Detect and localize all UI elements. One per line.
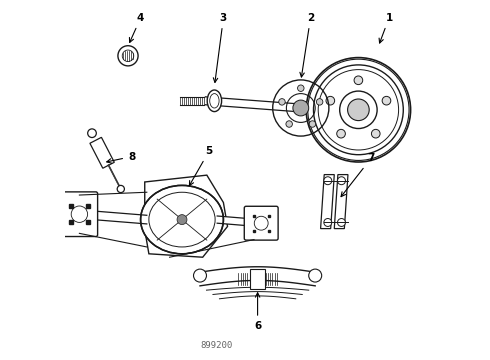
Text: 8: 8 (107, 152, 135, 163)
Circle shape (118, 46, 138, 66)
Circle shape (371, 129, 380, 138)
Circle shape (317, 99, 323, 105)
Circle shape (286, 121, 293, 127)
Circle shape (354, 76, 363, 85)
Ellipse shape (207, 90, 221, 112)
Circle shape (338, 219, 345, 226)
Ellipse shape (141, 185, 223, 254)
FancyBboxPatch shape (61, 192, 98, 237)
Circle shape (88, 129, 97, 138)
Text: 3: 3 (213, 13, 227, 82)
Circle shape (293, 100, 309, 116)
Circle shape (338, 177, 345, 185)
Polygon shape (79, 210, 147, 224)
FancyBboxPatch shape (245, 206, 278, 240)
Circle shape (326, 96, 335, 105)
Text: 899200: 899200 (200, 341, 232, 350)
Circle shape (117, 185, 124, 193)
Text: 7: 7 (341, 153, 375, 197)
Circle shape (324, 177, 332, 185)
Polygon shape (320, 175, 334, 229)
Polygon shape (217, 216, 261, 227)
Circle shape (194, 269, 206, 282)
Circle shape (337, 129, 345, 138)
Text: 6: 6 (254, 293, 261, 331)
Polygon shape (90, 137, 114, 168)
Text: 1: 1 (379, 13, 392, 43)
Circle shape (297, 85, 304, 91)
Text: 5: 5 (190, 146, 213, 185)
Circle shape (309, 269, 321, 282)
Polygon shape (334, 175, 348, 229)
Circle shape (324, 219, 332, 226)
FancyBboxPatch shape (250, 269, 265, 289)
Polygon shape (200, 267, 315, 286)
Circle shape (279, 99, 285, 105)
Circle shape (382, 96, 391, 105)
Text: 4: 4 (129, 13, 144, 42)
Polygon shape (145, 175, 227, 257)
Circle shape (309, 121, 316, 127)
Circle shape (177, 215, 187, 225)
Circle shape (347, 99, 369, 121)
Text: 2: 2 (300, 13, 314, 77)
Polygon shape (205, 97, 301, 112)
